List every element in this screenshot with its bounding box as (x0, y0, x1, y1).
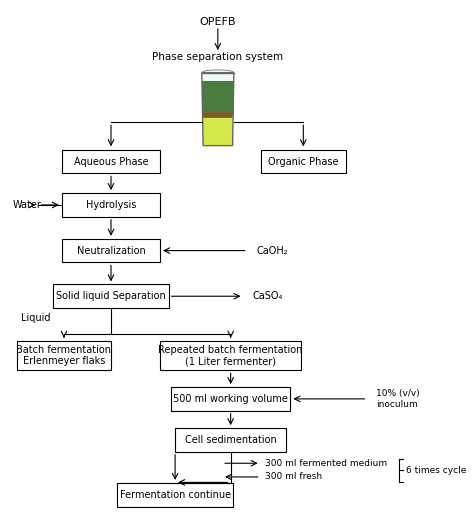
Text: 300 ml fermented medium: 300 ml fermented medium (265, 458, 387, 468)
Text: Neutralization: Neutralization (77, 246, 146, 256)
Text: Repeated batch fermentation
(1 Liter fermenter): Repeated batch fermentation (1 Liter fer… (158, 345, 303, 366)
Text: Hydrolysis: Hydrolysis (86, 200, 136, 210)
Text: CaOH₂: CaOH₂ (256, 246, 288, 256)
Text: OPEFB: OPEFB (200, 17, 236, 27)
FancyBboxPatch shape (62, 193, 160, 217)
Text: Batch fermentation
Erlenmeyer flaks: Batch fermentation Erlenmeyer flaks (17, 345, 111, 366)
Text: Aqueous Phase: Aqueous Phase (73, 157, 148, 167)
Text: 6 times cycle: 6 times cycle (406, 466, 466, 475)
Text: Organic Phase: Organic Phase (268, 157, 338, 167)
Text: Water: Water (13, 200, 42, 210)
FancyBboxPatch shape (62, 150, 160, 173)
FancyBboxPatch shape (171, 387, 291, 411)
Text: Fermentation continue: Fermentation continue (119, 490, 231, 500)
Text: 500 ml working volume: 500 ml working volume (173, 394, 288, 404)
Polygon shape (202, 112, 234, 118)
Text: Cell sedimentation: Cell sedimentation (185, 435, 276, 445)
Polygon shape (202, 81, 234, 112)
Text: 300 ml fresh: 300 ml fresh (265, 473, 322, 482)
FancyBboxPatch shape (62, 239, 160, 263)
Text: CaSO₄: CaSO₄ (252, 291, 283, 301)
FancyBboxPatch shape (118, 483, 233, 507)
FancyBboxPatch shape (175, 428, 286, 452)
FancyBboxPatch shape (53, 285, 169, 308)
Text: Solid liquid Separation: Solid liquid Separation (56, 291, 166, 301)
FancyBboxPatch shape (261, 150, 346, 173)
Text: Liquid: Liquid (21, 313, 51, 323)
Text: 10% (v/v)
inoculum: 10% (v/v) inoculum (376, 389, 419, 409)
FancyBboxPatch shape (160, 341, 301, 370)
FancyBboxPatch shape (17, 341, 111, 370)
Polygon shape (202, 73, 234, 81)
Text: Phase separation system: Phase separation system (152, 52, 283, 62)
Polygon shape (203, 118, 233, 146)
